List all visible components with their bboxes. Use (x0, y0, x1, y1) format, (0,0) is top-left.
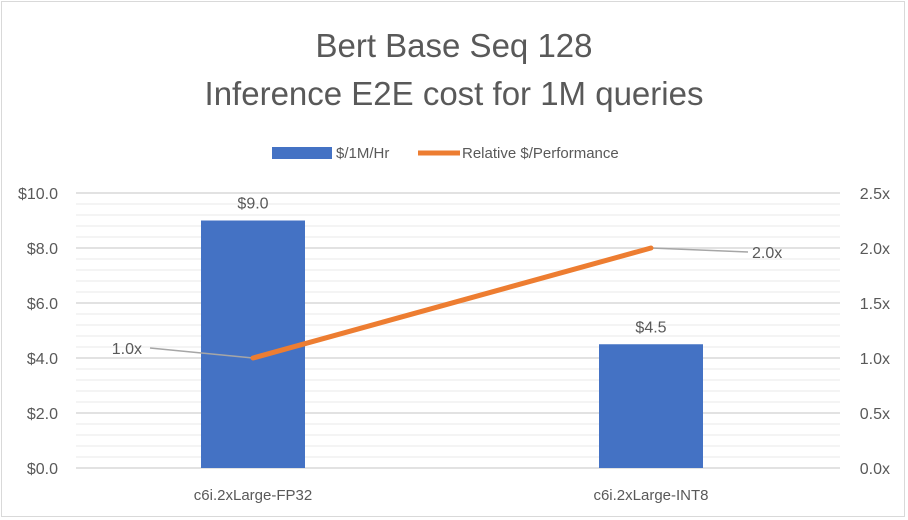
legend-bar-label: $/1M/Hr (336, 145, 389, 162)
bar-data-label: $4.5 (635, 319, 666, 336)
chart-title-line1: Bert Base Seq 128 (315, 27, 592, 64)
left-axis-tick-label: $0.0 (27, 461, 58, 478)
right-axis-tick-label: 0.0x (860, 461, 890, 478)
legend-line-label: Relative $/Performance (462, 145, 619, 162)
left-axis-tick-label: $10.0 (18, 186, 58, 203)
right-axis-tick-label: 2.0x (860, 241, 890, 258)
right-axis-tick-label: 1.5x (860, 296, 890, 313)
left-axis-tick-label: $8.0 (27, 241, 58, 258)
left-axis-tick-label: $4.0 (27, 351, 58, 368)
left-axis-tick-label: $2.0 (27, 406, 58, 423)
leader-line (149, 347, 254, 359)
left-axis-tick-label: $6.0 (27, 296, 58, 313)
line-data-label: 2.0x (752, 245, 782, 262)
category-label: c6i.2xLarge-INT8 (593, 487, 708, 504)
line-series (250, 245, 654, 361)
category-label: c6i.2xLarge-FP32 (194, 487, 312, 504)
right-axis-tick-label: 0.5x (860, 406, 890, 423)
bar (201, 220, 305, 468)
right-axis-tick-label: 1.0x (860, 351, 890, 368)
bar (599, 344, 703, 468)
bar-data-label: $9.0 (237, 196, 268, 213)
line-data-label: 1.0x (112, 341, 142, 358)
legend: $/1M/Hr Relative $/Performance (272, 145, 619, 162)
right-axis-tick-label: 2.5x (860, 186, 890, 203)
legend-bar-swatch (272, 147, 332, 159)
chart-title-line2: Inference E2E cost for 1M queries (205, 75, 704, 112)
leader-line (650, 247, 749, 253)
